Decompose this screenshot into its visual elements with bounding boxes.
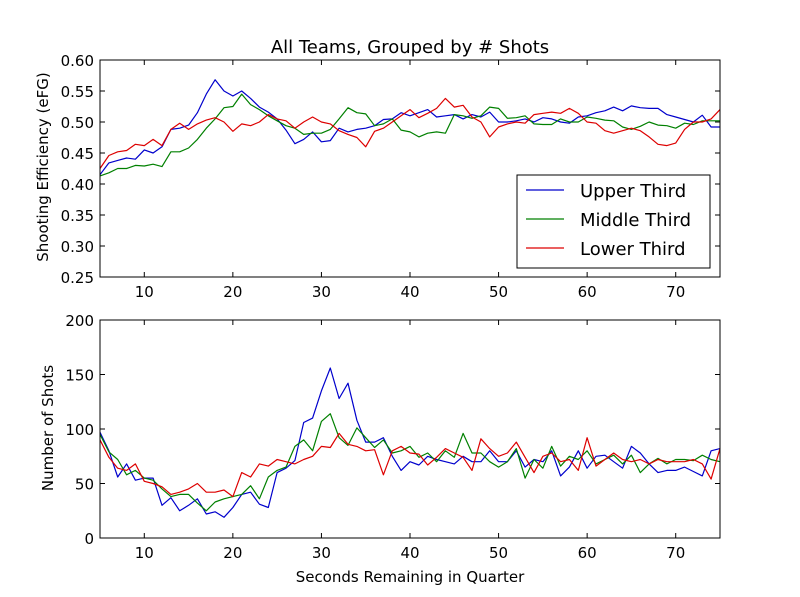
x-tick-label: 30 — [312, 544, 331, 562]
x-tick-label: 40 — [400, 283, 419, 301]
series-line-lower-third — [99, 432, 721, 498]
y-tick-label: 0.55 — [61, 83, 94, 101]
y-tick-label: 0.50 — [61, 114, 94, 132]
efficiency-x-ticks: 10 20 30 40 50 60 70 — [135, 60, 685, 301]
efficiency-y-axis-label: Shooting Efficiency (eFG) — [34, 72, 52, 261]
x-tick-label: 10 — [135, 283, 154, 301]
shot-count-chart: Number of Shots Seconds Remaining in Qua… — [39, 312, 721, 586]
legend-label-upper-third: Upper Third — [580, 181, 686, 202]
x-tick-label: 10 — [135, 544, 154, 562]
efficiency-chart: All Teams, Grouped by # Shots Shooting E… — [34, 37, 721, 301]
y-tick-label: 100 — [65, 421, 94, 439]
x-tick-label: 20 — [223, 283, 242, 301]
legend: Upper Third Middle Third Lower Third — [516, 174, 711, 269]
series-line-middle-third — [99, 93, 720, 177]
legend-label-lower-third: Lower Third — [580, 239, 686, 260]
y-tick-label: 0.30 — [61, 238, 94, 256]
x-tick-label: 70 — [666, 283, 685, 301]
x-tick-label: 30 — [312, 283, 331, 301]
y-tick-label: 0.25 — [61, 269, 94, 287]
legend-label-middle-third: Middle Third — [580, 210, 691, 231]
y-tick-label: 0.35 — [61, 207, 94, 225]
x-tick-label: 70 — [666, 544, 685, 562]
y-tick-label: 0.45 — [61, 145, 94, 163]
x-tick-label: 20 — [223, 544, 242, 562]
x-tick-label: 40 — [400, 544, 419, 562]
y-tick-label: 0.60 — [61, 52, 94, 70]
series-line-lower-third — [99, 97, 721, 169]
shot-count-series — [99, 367, 721, 518]
y-tick-label: 0.40 — [61, 176, 94, 194]
x-tick-label: 50 — [489, 544, 508, 562]
efficiency-series — [99, 79, 721, 177]
x-tick-label: 60 — [578, 544, 597, 562]
shot-count-x-ticks: 10 20 30 40 50 60 70 — [135, 320, 685, 562]
x-tick-label: 60 — [578, 283, 597, 301]
y-tick-label: 0 — [84, 530, 94, 548]
shot-count-plot-frame — [99, 319, 721, 539]
y-tick-label: 50 — [75, 476, 94, 494]
shot-count-y-ticks: 0 50 100 150 200 — [65, 312, 720, 548]
shot-count-y-axis-label: Number of Shots — [39, 365, 57, 491]
efficiency-y-ticks: 0.25 0.30 0.35 0.40 0.45 0.50 0.55 0.60 — [61, 52, 720, 287]
efficiency-chart-title: All Teams, Grouped by # Shots — [271, 37, 549, 58]
series-line-upper-third — [99, 79, 720, 176]
x-tick-label: 50 — [489, 283, 508, 301]
shot-count-x-axis-label: Seconds Remaining in Quarter — [296, 568, 525, 586]
series-line-middle-third — [99, 413, 721, 512]
efficiency-plot-frame — [99, 59, 721, 278]
y-tick-label: 200 — [65, 312, 94, 330]
y-tick-label: 150 — [65, 367, 94, 385]
